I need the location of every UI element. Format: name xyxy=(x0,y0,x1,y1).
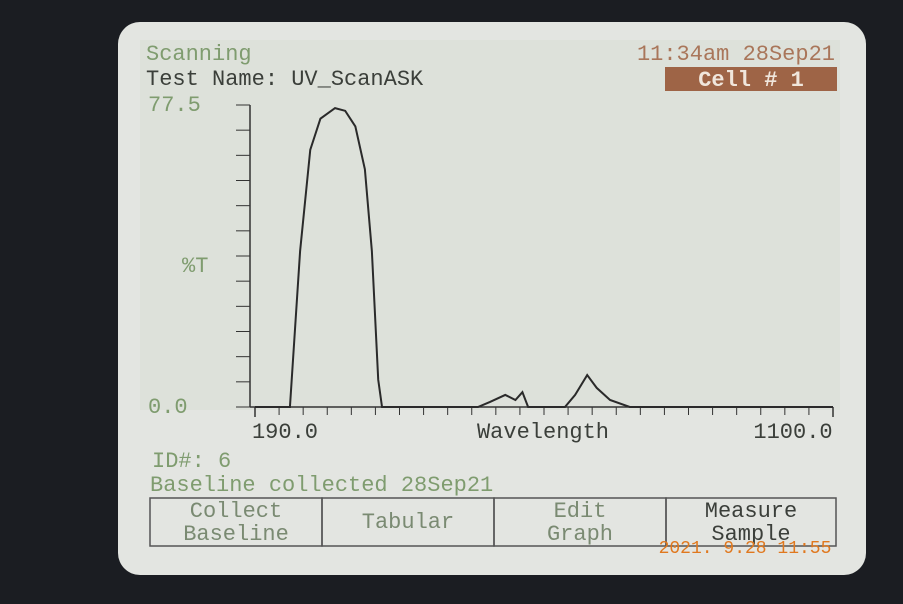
plot-shade xyxy=(140,40,840,410)
photo-timestamp: 2021. 9.28 11:55 xyxy=(659,539,832,559)
y-tick-label: 77.5 xyxy=(148,93,201,118)
y-axis-label: %T xyxy=(182,254,208,279)
x-tick-label: 1100.0 xyxy=(753,420,832,445)
x-axis-label: Wavelength xyxy=(477,420,609,445)
status: Scanning xyxy=(146,42,252,67)
id: ID#: 6 xyxy=(152,449,231,474)
baseline-note: Baseline collected 28Sep21 xyxy=(150,473,493,498)
y-tick-label: 0.0 xyxy=(148,395,188,420)
cell: Cell # 1 xyxy=(698,68,804,93)
clock: 11:34am 28Sep21 xyxy=(637,42,835,67)
test-name: Test Name: UV_ScanASK xyxy=(146,67,424,92)
device-photo: Scanning 11:34am 28Sep21 Test Name: UV_S… xyxy=(0,0,903,599)
button-label[interactable]: Tabular xyxy=(362,510,454,535)
x-tick-label: 190.0 xyxy=(252,420,318,445)
